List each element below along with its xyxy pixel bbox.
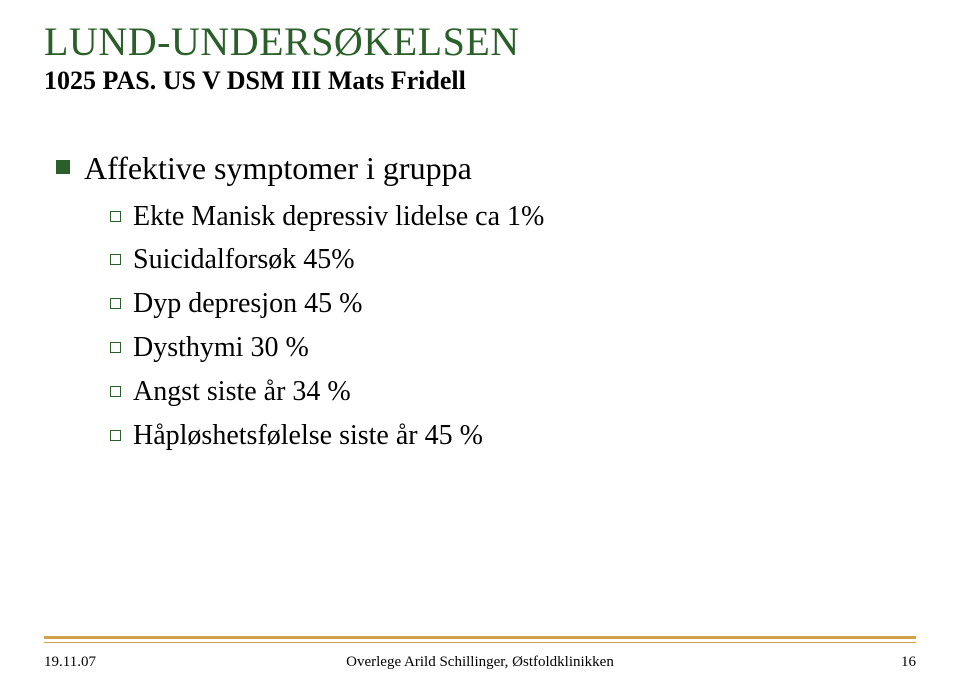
list-item: Dyp depresjon 45 % xyxy=(110,285,916,323)
section-heading-row: Affektive symptomer i gruppa xyxy=(56,148,916,190)
hollow-square-bullet-icon xyxy=(110,254,121,265)
list-item: Suicidalforsøk 45% xyxy=(110,241,916,279)
slide: LUND-UNDERSØKELSEN 1025 PAS. US V DSM II… xyxy=(0,0,960,687)
list-item: Ekte Manisk depressiv lidelse ca 1% xyxy=(110,198,916,236)
footer-date: 19.11.07 xyxy=(44,654,96,671)
divider xyxy=(44,636,916,643)
section-heading: Affektive symptomer i gruppa xyxy=(84,148,472,190)
hollow-square-bullet-icon xyxy=(110,386,121,397)
list-item-label: Dyp depresjon 45 % xyxy=(133,285,362,323)
slide-title: LUND-UNDERSØKELSEN xyxy=(44,20,916,64)
list-item: Dysthymi 30 % xyxy=(110,329,916,367)
list-item-label: Ekte Manisk depressiv lidelse ca 1% xyxy=(133,198,544,236)
content-area: Affektive symptomer i gruppa Ekte Manisk… xyxy=(44,148,916,454)
hollow-square-bullet-icon xyxy=(110,298,121,309)
list-item: Angst siste år 34 % xyxy=(110,373,916,411)
slide-subtitle: 1025 PAS. US V DSM III Mats Fridell xyxy=(44,66,916,96)
footer-page-number: 16 xyxy=(901,654,916,671)
list-item-label: Angst siste år 34 % xyxy=(133,373,351,411)
list-item-label: Suicidalforsøk 45% xyxy=(133,241,355,279)
hollow-square-bullet-icon xyxy=(110,211,121,222)
hollow-square-bullet-icon xyxy=(110,342,121,353)
list-item-label: Dysthymi 30 % xyxy=(133,329,309,367)
divider-thin xyxy=(44,642,916,643)
divider-thick xyxy=(44,636,916,639)
hollow-square-bullet-icon xyxy=(110,430,121,441)
square-bullet-icon xyxy=(56,160,70,174)
footer: 19.11.07 Overlege Arild Schillinger, Øst… xyxy=(44,654,916,671)
sub-items: Ekte Manisk depressiv lidelse ca 1% Suic… xyxy=(56,198,916,455)
footer-author: Overlege Arild Schillinger, Østfoldklini… xyxy=(44,654,916,671)
list-item-label: Håpløshetsfølelse siste år 45 % xyxy=(133,417,483,455)
list-item: Håpløshetsfølelse siste år 45 % xyxy=(110,417,916,455)
